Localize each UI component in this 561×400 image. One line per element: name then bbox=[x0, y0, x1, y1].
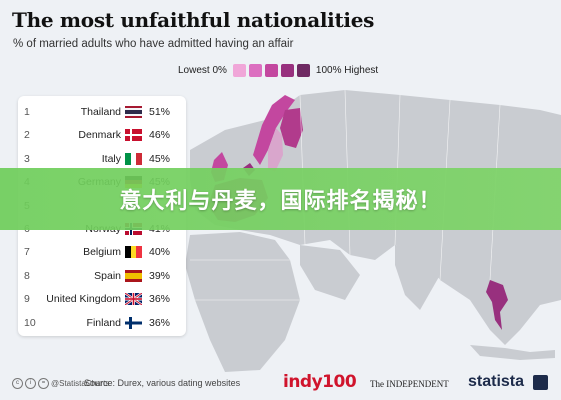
headline-banner: 意大利与丹麦，国际排名揭秘！ bbox=[0, 168, 561, 230]
chart-footer: c i = @StatistaCharts Source: Durex, var… bbox=[0, 366, 561, 400]
cc-attribution: c i = @StatistaCharts bbox=[12, 378, 109, 389]
table-row: 3 Italy 45% bbox=[18, 149, 186, 169]
country-label: Thailand bbox=[80, 106, 121, 118]
arabia-landmass bbox=[300, 245, 360, 300]
legend-swatch-3 bbox=[264, 64, 278, 77]
indy100-logo: indy100 bbox=[283, 372, 357, 392]
rank-label: 8 bbox=[24, 269, 30, 282]
source-note: Source: Durex, various dating websites bbox=[84, 378, 241, 388]
italy-flag-icon bbox=[125, 152, 142, 165]
percent-label: 36% bbox=[149, 293, 171, 306]
statista-icon bbox=[533, 375, 548, 390]
country-label: United Kingdom bbox=[46, 293, 121, 306]
percent-label: 39% bbox=[149, 269, 171, 282]
finland-region bbox=[280, 108, 303, 148]
percent-label: 46% bbox=[149, 129, 171, 142]
independent-logo: The INDEPENDENT bbox=[370, 379, 449, 389]
rank-label: 7 bbox=[24, 246, 30, 259]
banner-text: 意大利与丹麦，国际排名揭秘！ bbox=[119, 189, 442, 214]
spain-flag-icon bbox=[125, 269, 142, 282]
legend-swatch-5 bbox=[296, 64, 310, 77]
rank-label: 2 bbox=[24, 129, 30, 142]
denmark-flag-icon bbox=[125, 129, 142, 142]
country-label: Denmark bbox=[78, 129, 121, 142]
rank-label: 3 bbox=[24, 152, 30, 165]
legend-low-label: Lowest 0% bbox=[178, 65, 227, 76]
country-label: Italy bbox=[101, 152, 121, 165]
sweden-region bbox=[268, 128, 283, 172]
legend-high-label: 100% Highest bbox=[315, 65, 379, 76]
by-icon: i bbox=[25, 378, 36, 389]
color-scale-legend: Lowest 0% 100% Highest bbox=[175, 64, 381, 77]
table-row: 2 Denmark 46% bbox=[18, 125, 186, 145]
table-row: 9 United Kingdom 36% bbox=[18, 289, 186, 309]
chart-subtitle: % of married adults who have admitted ha… bbox=[13, 38, 294, 50]
chart-title: The most unfaithful nationalities bbox=[12, 8, 375, 32]
rank-label: 1 bbox=[24, 106, 30, 118]
legend-swatch-4 bbox=[280, 64, 294, 77]
percent-label: 40% bbox=[149, 246, 171, 259]
percent-label: 36% bbox=[149, 316, 171, 329]
table-row: 7 Belgium 40% bbox=[18, 242, 186, 262]
legend-swatch-1 bbox=[232, 64, 246, 77]
table-row: 8 Spain 39% bbox=[18, 266, 186, 286]
indonesia-landmass bbox=[470, 345, 555, 360]
finland-flag-icon bbox=[125, 316, 142, 329]
india-landmass bbox=[395, 245, 440, 310]
table-row: 10 Finland 36% bbox=[18, 313, 186, 333]
rank-label: 9 bbox=[24, 293, 30, 306]
cc-icon: c bbox=[12, 378, 23, 389]
belgium-flag-icon bbox=[125, 246, 142, 259]
thailand-flag-icon bbox=[125, 106, 142, 118]
country-label: Belgium bbox=[83, 246, 121, 259]
equal-icon: = bbox=[38, 378, 49, 389]
legend-swatch-2 bbox=[248, 64, 262, 77]
statista-logo: statista bbox=[468, 373, 525, 390]
rank-label: 10 bbox=[24, 316, 36, 329]
percent-label: 51% bbox=[149, 106, 171, 118]
table-row: 1 Thailand 51% bbox=[18, 102, 186, 122]
thailand-region bbox=[486, 280, 508, 330]
percent-label: 45% bbox=[149, 152, 171, 165]
africa-landmass bbox=[185, 232, 300, 372]
uk-flag-icon bbox=[125, 293, 142, 306]
country-label: Finland bbox=[86, 316, 121, 329]
cc-handle: @StatistaCharts bbox=[51, 379, 110, 388]
country-label: Spain bbox=[94, 269, 121, 282]
